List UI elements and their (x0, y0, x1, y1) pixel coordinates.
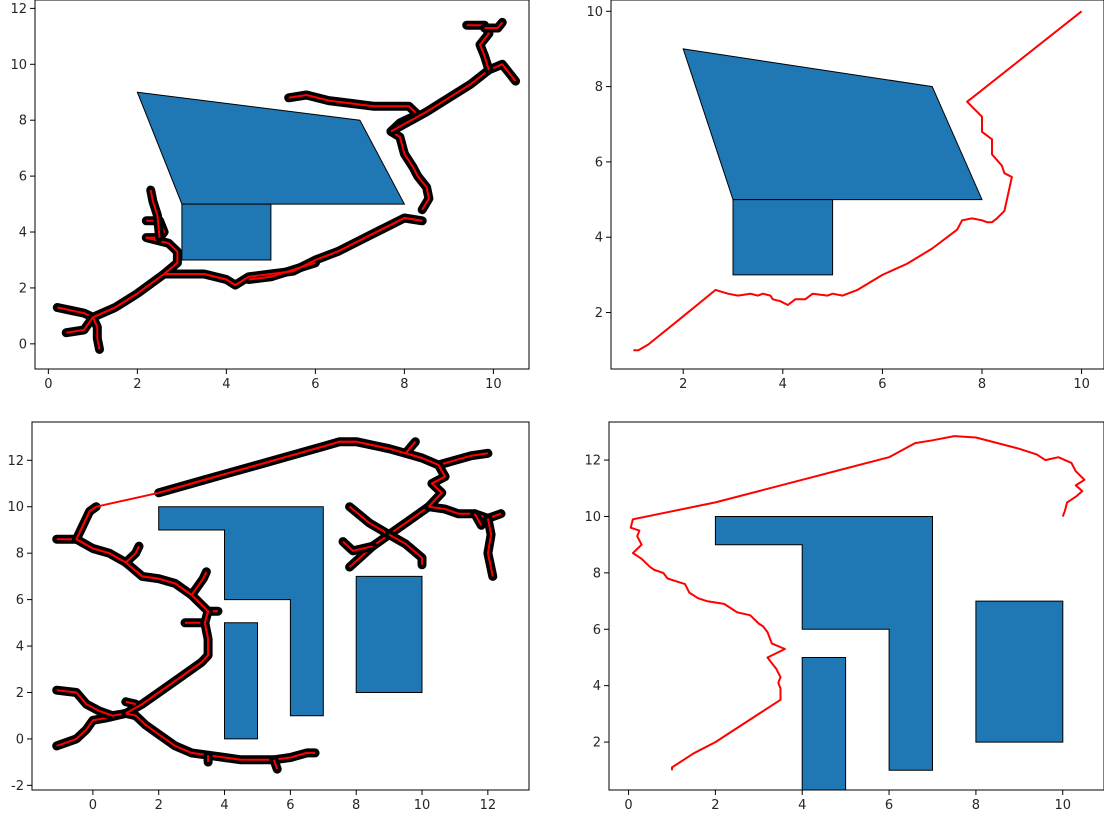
y-tick-label: 6 (19, 170, 27, 185)
obstacle-0 (682, 48, 983, 201)
y-tick-label: 10 (586, 5, 603, 20)
tree-edge-6 (388, 533, 423, 565)
planned-path (629, 435, 1086, 771)
axes-frame (608, 421, 1104, 791)
x-tick-label: 4 (779, 377, 787, 392)
plot-panel-bottom-right: 0 2 4 6 8 10 2 4 6 8 10 12 (584, 421, 1104, 813)
obstacle-0 (136, 91, 406, 205)
y-tick-label: 4 (19, 226, 27, 241)
x-tick-label: 4 (222, 377, 230, 392)
tree-edge-9 (484, 21, 504, 29)
axes-frame (610, 0, 1104, 370)
tree-edge-6 (390, 130, 430, 211)
plot-area (52, 17, 521, 354)
tree-edge-18 (272, 759, 279, 770)
x-tick-label: 10 (485, 377, 502, 392)
x-tick-label: 2 (679, 377, 687, 392)
y-tick-label: 2 (19, 281, 27, 296)
y-tick-label: 8 (16, 547, 24, 562)
y-tick-label: 8 (593, 566, 601, 581)
y-tick-label: 10 (7, 500, 24, 515)
x-tick-label: 8 (972, 798, 980, 813)
tree-edge-12 (190, 571, 208, 596)
x-tick-label: 6 (311, 377, 319, 392)
y-tick-label: 0 (16, 732, 24, 747)
tree-edge-4 (486, 518, 494, 577)
tree-edge-7 (390, 63, 517, 133)
y-tick-label: 0 (19, 337, 27, 352)
y-tick-label: 12 (10, 2, 27, 17)
tree-edge-3 (149, 189, 161, 238)
y-tick-label: 4 (16, 640, 24, 655)
x-tick-label: 2 (711, 798, 719, 813)
tree-edge-1 (66, 316, 101, 350)
axes-frame (31, 421, 530, 791)
x-tick-label: 0 (624, 798, 632, 813)
y-tick-label: 4 (593, 679, 601, 694)
y-tick-label: 8 (19, 114, 27, 129)
y-tick-label: 10 (10, 58, 27, 73)
y-tick-label: -2 (11, 779, 24, 794)
plot-panel-top-left: 0 2 4 6 8 10 0 2 4 6 8 10 12 (10, 0, 530, 392)
plot-panel-top-right: 2 4 6 8 10 2 4 6 8 10 (586, 0, 1104, 392)
obstacle-0 (714, 516, 933, 771)
plot-area (629, 435, 1086, 790)
y-tick-label: 6 (593, 623, 601, 638)
y-tick-label: 2 (595, 306, 603, 321)
obstacle-1 (732, 199, 834, 276)
planned-path (92, 217, 423, 319)
plot-area (633, 10, 1083, 352)
y-tick-label: 12 (584, 454, 601, 469)
obstacle-2 (355, 575, 423, 693)
x-tick-label: 2 (155, 798, 163, 813)
x-tick-label: 6 (885, 798, 893, 813)
plot-area (52, 437, 506, 774)
plot-panel-bottom-left: 0 2 4 6 8 10 12 -2 0 2 4 6 8 10 12 (7, 421, 530, 813)
x-tick-label: 8 (352, 798, 360, 813)
y-tick-label: 4 (595, 231, 603, 246)
x-tick-label: 12 (480, 798, 497, 813)
x-tick-label: 6 (286, 798, 294, 813)
x-tick-label: 10 (1073, 377, 1090, 392)
tree-edge-8 (473, 513, 483, 526)
y-tick-label: 12 (7, 454, 24, 469)
planned-path (633, 10, 1083, 352)
x-tick-label: 10 (414, 798, 431, 813)
obstacle-1 (181, 203, 272, 261)
x-tick-label: 8 (978, 377, 986, 392)
tree-edge-20 (125, 700, 136, 706)
obstacle-2 (975, 600, 1064, 743)
x-tick-label: 6 (878, 377, 886, 392)
y-tick-label: 8 (595, 80, 603, 95)
planned-path (75, 440, 447, 715)
y-tick-label: 6 (595, 155, 603, 170)
x-tick-label: 4 (798, 798, 806, 813)
tree-edge-11 (125, 545, 140, 564)
tree-edge-5 (348, 505, 390, 536)
tree-edge-1 (404, 441, 417, 454)
tree-edge-7 (342, 540, 373, 552)
obstacle-1 (224, 622, 258, 740)
obstacle-0 (158, 506, 324, 717)
y-tick-label: 2 (593, 736, 601, 751)
x-tick-label: 10 (1054, 798, 1071, 813)
axes-frame (34, 0, 530, 370)
y-tick-label: 6 (16, 593, 24, 608)
tree-edge-17 (125, 712, 316, 761)
x-tick-label: 2 (133, 377, 141, 392)
obstacle-1 (801, 657, 847, 790)
y-tick-label: 2 (16, 686, 24, 701)
x-tick-label: 8 (400, 377, 408, 392)
x-tick-label: 4 (220, 798, 228, 813)
tree-edge-16 (56, 689, 126, 717)
x-tick-label: 0 (89, 798, 97, 813)
x-tick-label: 0 (44, 377, 52, 392)
y-tick-label: 10 (584, 510, 601, 525)
